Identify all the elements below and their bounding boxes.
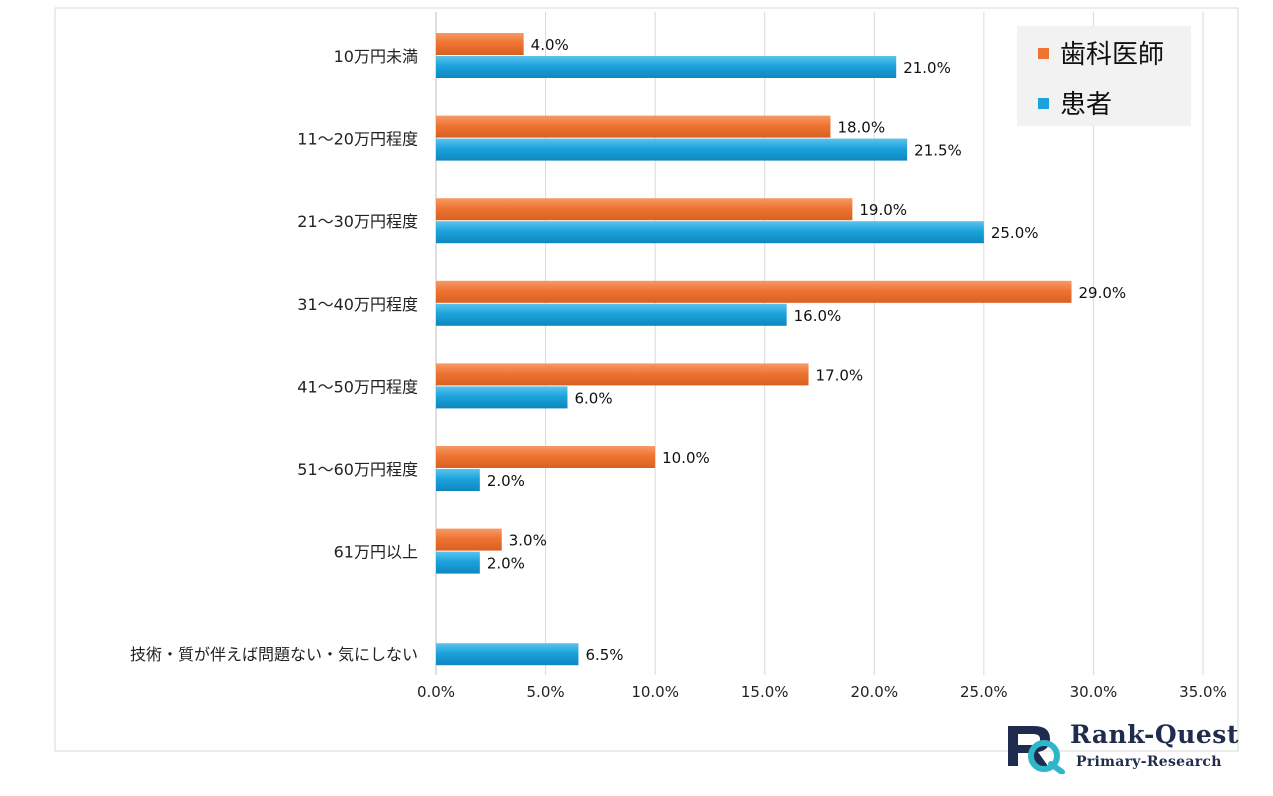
brand-name: Rank-Quest xyxy=(1070,720,1239,749)
data-label: 25.0% xyxy=(991,224,1039,242)
brand-logo: Rank-Quest Primary-Research xyxy=(1004,720,1238,774)
bar-dentist xyxy=(436,528,502,551)
category-label: 21〜30万円程度 xyxy=(297,212,418,231)
bar-patient xyxy=(436,138,908,161)
category-label: 31〜40万円程度 xyxy=(297,295,418,314)
data-label: 18.0% xyxy=(837,119,885,137)
bar-dentist xyxy=(436,115,831,138)
bar-patient xyxy=(436,303,787,326)
bar-patient xyxy=(436,221,984,244)
data-label: 6.0% xyxy=(574,389,612,407)
data-label: 2.0% xyxy=(487,472,525,490)
x-tick-label: 30.0% xyxy=(1070,683,1118,701)
data-label: 29.0% xyxy=(1079,284,1127,302)
bar-patient xyxy=(436,551,480,574)
bar-dentist xyxy=(436,33,524,55)
data-label: 16.0% xyxy=(794,307,842,325)
category-label: 51〜60万円程度 xyxy=(297,460,418,479)
bar-dentist xyxy=(436,198,853,221)
brand-tagline: Primary-Research xyxy=(1076,754,1222,770)
data-label: 21.5% xyxy=(914,142,962,160)
data-label: 6.5% xyxy=(585,646,623,664)
category-label: 61万円以上 xyxy=(334,543,418,562)
category-label: 11〜20万円程度 xyxy=(297,130,418,149)
category-label: 41〜50万円程度 xyxy=(297,377,418,396)
legend-swatch-dentist xyxy=(1038,48,1049,59)
data-label: 17.0% xyxy=(816,366,864,384)
rank-quest-logo-icon xyxy=(1008,726,1065,774)
x-tick-label: 15.0% xyxy=(741,683,789,701)
x-tick-label: 35.0% xyxy=(1179,683,1227,701)
legend-box xyxy=(1017,26,1191,126)
bar-dentist xyxy=(436,446,656,468)
bars xyxy=(436,33,1072,666)
legend-label-dentist: 歯科医師 xyxy=(1060,40,1164,70)
legend-swatch-patient xyxy=(1038,98,1049,109)
legend-label-patient: 患者 xyxy=(1060,90,1112,120)
bar-patient xyxy=(436,56,897,78)
bar-patient xyxy=(436,469,480,491)
data-label: 3.0% xyxy=(509,532,547,550)
category-label: 10万円未満 xyxy=(334,47,418,66)
data-label: 10.0% xyxy=(662,449,710,467)
x-tick-label: 5.0% xyxy=(527,683,565,701)
bar-dentist xyxy=(436,280,1072,303)
bar-patient xyxy=(436,643,579,666)
bar-dentist xyxy=(436,363,809,386)
x-tick-label: 0.0% xyxy=(417,683,455,701)
data-label: 21.0% xyxy=(903,59,951,77)
bar-patient xyxy=(436,386,568,409)
labels: 0.0% 5.0% 10.0% 15.0% 20.0% 25.0% 30.0% 35.0% 10… xyxy=(130,36,1227,701)
x-tick-label: 20.0% xyxy=(850,683,898,701)
data-label: 4.0% xyxy=(531,36,569,54)
chart-frame xyxy=(54,7,1239,752)
x-tick-label: 10.0% xyxy=(631,683,679,701)
x-tick-label: 25.0% xyxy=(960,683,1008,701)
data-label: 19.0% xyxy=(859,201,907,219)
data-label: 2.0% xyxy=(487,555,525,573)
category-label: 技術・質が伴えば問題ない・気にしない xyxy=(130,645,418,664)
